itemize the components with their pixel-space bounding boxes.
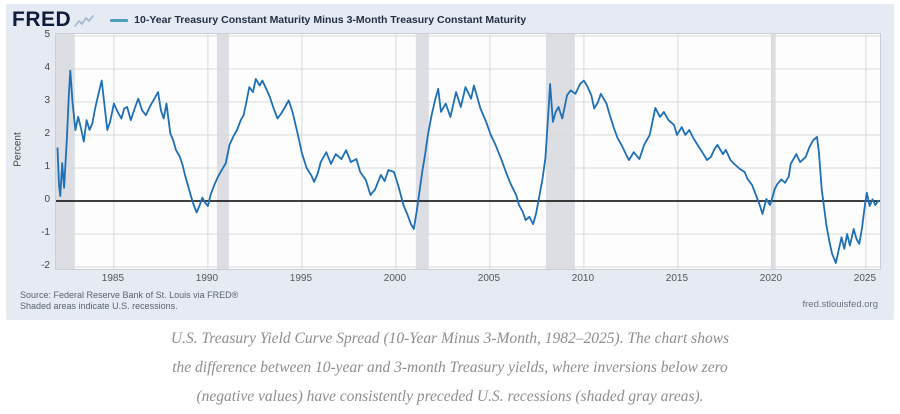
caption: U.S. Treasury Yield Curve Spread (10-Yea… [0,324,900,411]
y-tick-label: 0 [44,194,50,205]
source-line-2: Shaded areas indicate U.S. recessions. [20,301,178,311]
x-tick-label: 2020 [759,273,783,284]
site-link[interactable]: fred.stlouisfed.org [802,299,878,310]
fred-logo-text: FRED [12,8,72,31]
source-note: Source: Federal Reserve Bank of St. Loui… [20,290,238,312]
caption-line-1: U.S. Treasury Yield Curve Spread (10-Yea… [170,330,730,347]
fred-sketch-icon [74,15,94,27]
x-tick-label: 2010 [571,273,595,284]
x-tick-label: 1995 [289,273,313,284]
x-tick-label: 2025 [853,273,877,284]
y-tick-label: 2 [44,128,50,139]
legend-label: 10-Year Treasury Constant Maturity Minus… [134,14,527,26]
recession-band [771,34,776,269]
y-tick-label: -1 [41,227,50,238]
x-tick-label: 2015 [665,273,689,284]
x-tick-label: 1985 [101,273,125,284]
y-tick-label: -2 [41,260,50,271]
legend-swatch [110,18,129,22]
data-line [56,69,879,264]
fred-logo[interactable]: FRED [12,8,94,32]
caption-line-2: the difference between 10-year and 3-mon… [172,359,728,376]
caption-line-3: (negative values) have consistently prec… [196,388,704,405]
y-tick-label: 1 [44,161,50,172]
plot-area[interactable] [55,33,881,270]
y-tick-label: 4 [44,62,50,73]
recession-band [216,34,229,269]
y-tick-label: 3 [44,95,50,106]
x-tick-label: 1990 [195,273,219,284]
x-tick-label: 2000 [383,273,407,284]
recession-band [415,34,429,269]
recession-band [545,34,575,269]
legend: 10-Year Treasury Constant Maturity Minus… [110,14,526,26]
chart-svg [56,34,880,269]
chart-header: FRED 10-Year Treasury Constant Maturity … [12,8,526,32]
y-tick-label: 5 [44,29,50,40]
x-tick-label: 2005 [477,273,501,284]
fred-chart-panel: FRED 10-Year Treasury Constant Maturity … [6,4,894,320]
source-line-1: Source: Federal Reserve Bank of St. Loui… [20,290,239,300]
